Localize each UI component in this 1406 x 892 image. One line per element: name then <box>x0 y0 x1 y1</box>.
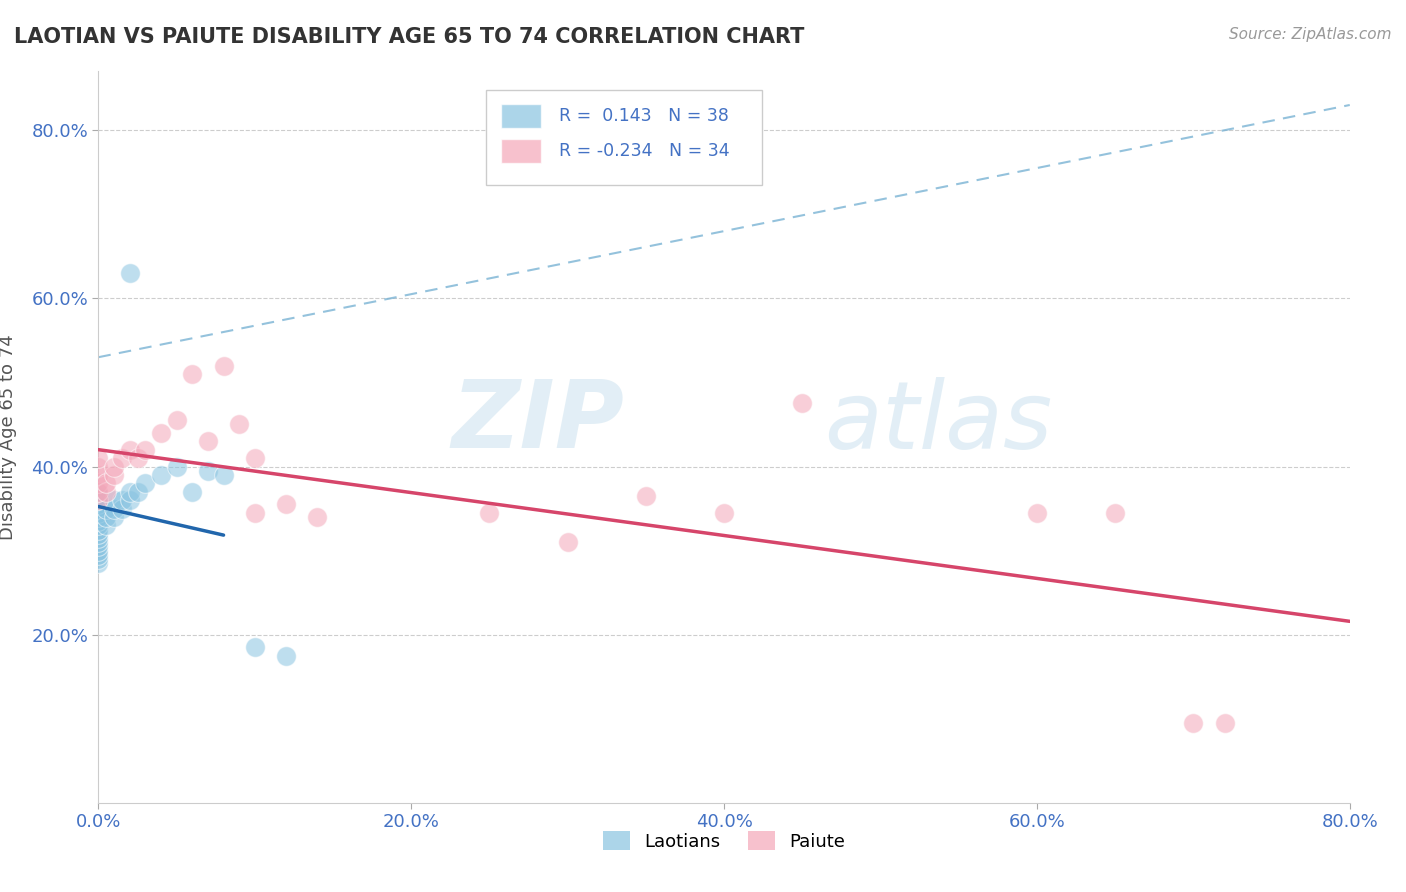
Point <box>713 506 735 520</box>
Point <box>87 543 110 558</box>
Point <box>307 510 329 524</box>
Point <box>274 648 298 663</box>
Point <box>197 434 219 449</box>
Point <box>87 493 110 508</box>
Point <box>87 489 110 503</box>
Text: Source: ZipAtlas.com: Source: ZipAtlas.com <box>1229 27 1392 42</box>
Text: R = -0.234   N = 34: R = -0.234 N = 34 <box>560 142 730 160</box>
Point <box>87 467 110 482</box>
Point <box>1026 506 1049 520</box>
Point <box>1182 715 1205 730</box>
Point <box>87 535 110 549</box>
Point <box>478 506 501 520</box>
Legend: Laotians, Paiute: Laotians, Paiute <box>593 822 855 860</box>
Text: LAOTIAN VS PAIUTE DISABILITY AGE 65 TO 74 CORRELATION CHART: LAOTIAN VS PAIUTE DISABILITY AGE 65 TO 7… <box>14 27 804 46</box>
Point <box>96 484 118 499</box>
Point <box>181 367 204 381</box>
Y-axis label: Disability Age 65 to 74: Disability Age 65 to 74 <box>0 334 17 540</box>
Point <box>87 514 110 528</box>
Point <box>87 493 110 508</box>
Point <box>87 484 110 499</box>
Point <box>111 451 134 466</box>
Point <box>150 467 173 482</box>
Point <box>87 506 110 520</box>
Point <box>103 501 125 516</box>
Point <box>181 484 204 499</box>
Point <box>87 526 110 541</box>
Point <box>87 540 110 554</box>
Point <box>87 531 110 545</box>
Point <box>228 417 250 432</box>
FancyBboxPatch shape <box>502 104 541 128</box>
Point <box>103 459 125 474</box>
Point <box>96 510 118 524</box>
Text: atlas: atlas <box>824 377 1053 468</box>
Point <box>1213 715 1236 730</box>
Point <box>87 552 110 566</box>
Point <box>118 484 141 499</box>
Point <box>557 535 579 549</box>
Point <box>87 501 110 516</box>
Point <box>150 425 173 440</box>
Point <box>87 510 110 524</box>
Point <box>792 396 814 410</box>
Point <box>197 464 219 478</box>
Point <box>127 451 149 466</box>
Point <box>166 413 188 427</box>
Point <box>243 451 266 466</box>
Point <box>87 523 110 537</box>
Point <box>96 501 118 516</box>
Point <box>103 510 125 524</box>
Point <box>87 451 110 466</box>
Point <box>118 266 141 280</box>
Point <box>103 493 125 508</box>
Point <box>87 459 110 474</box>
Point <box>118 442 141 457</box>
Point <box>87 548 110 562</box>
Point <box>111 501 134 516</box>
Point <box>1104 506 1126 520</box>
Text: ZIP: ZIP <box>451 376 624 468</box>
Point <box>134 442 156 457</box>
Point <box>87 497 110 511</box>
Point <box>111 493 134 508</box>
Point <box>274 497 298 511</box>
Point <box>243 640 266 655</box>
Point <box>134 476 156 491</box>
Point <box>243 506 266 520</box>
Point <box>118 493 141 508</box>
Point <box>87 556 110 570</box>
Point <box>87 484 110 499</box>
Point <box>96 476 118 491</box>
Point <box>212 467 235 482</box>
Point <box>87 476 110 491</box>
FancyBboxPatch shape <box>486 90 762 185</box>
Point <box>212 359 235 373</box>
Point <box>634 489 657 503</box>
FancyBboxPatch shape <box>502 139 541 163</box>
Point <box>96 518 118 533</box>
Point <box>127 484 149 499</box>
Point <box>87 518 110 533</box>
Text: R =  0.143   N = 38: R = 0.143 N = 38 <box>560 107 728 125</box>
Point <box>166 459 188 474</box>
Point <box>103 467 125 482</box>
